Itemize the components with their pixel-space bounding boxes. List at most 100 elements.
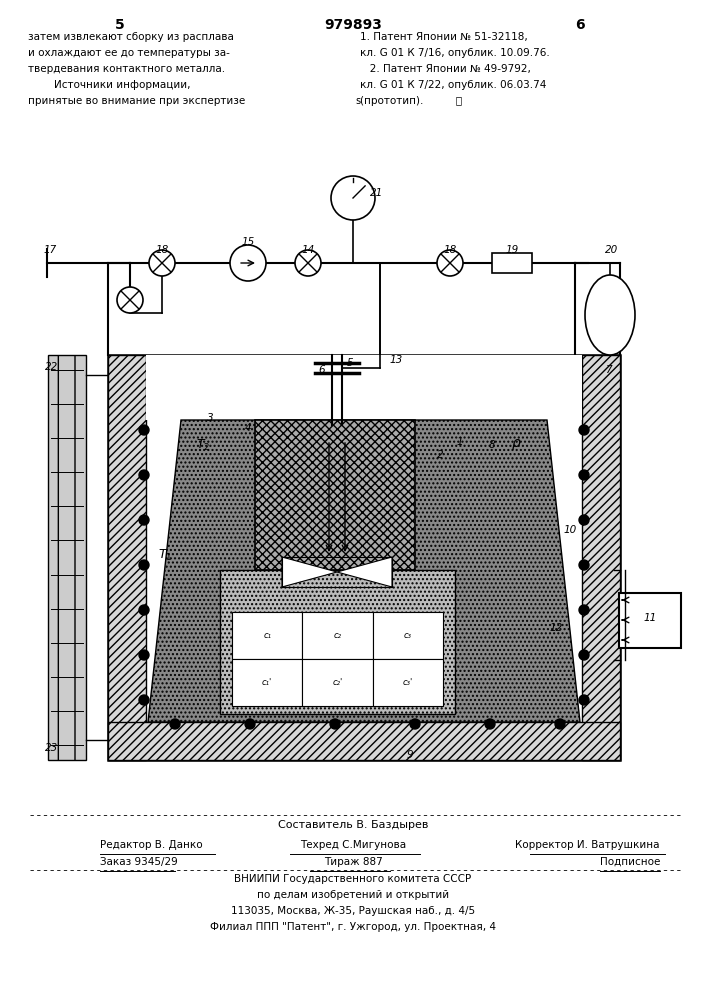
Text: 20: 20 <box>605 245 619 255</box>
Text: затем извлекают сборку из расплава: затем извлекают сборку из расплава <box>28 32 234 42</box>
Circle shape <box>330 719 340 729</box>
Text: $T_2$: $T_2$ <box>196 437 210 453</box>
Text: 6: 6 <box>319 365 325 375</box>
Circle shape <box>555 719 565 729</box>
Text: (прототип).          ˹: (прототип). ˹ <box>360 96 462 106</box>
Bar <box>303 659 373 706</box>
Circle shape <box>139 560 149 570</box>
Circle shape <box>295 250 321 276</box>
Text: 1: 1 <box>457 437 463 447</box>
Bar <box>582 355 620 760</box>
Circle shape <box>331 176 375 220</box>
Text: Техред С.Мигунова: Техред С.Мигунова <box>300 840 406 850</box>
Text: $T_1$: $T_1$ <box>158 547 173 563</box>
Text: 6: 6 <box>575 18 585 32</box>
Polygon shape <box>282 557 337 587</box>
Bar <box>373 659 443 706</box>
Text: 4: 4 <box>245 423 251 433</box>
Bar <box>619 592 681 648</box>
Text: c₁': c₁' <box>262 678 272 687</box>
Circle shape <box>117 287 143 313</box>
Text: Филиал ППП "Патент", г. Ужгород, ул. Проектная, 4: Филиал ППП "Патент", г. Ужгород, ул. Про… <box>210 922 496 932</box>
Text: 17: 17 <box>43 245 57 255</box>
Text: c₃': c₃' <box>403 678 413 687</box>
Circle shape <box>579 515 589 525</box>
Circle shape <box>485 719 495 729</box>
Text: 14: 14 <box>301 245 315 255</box>
Bar <box>255 420 415 570</box>
Text: и охлаждают ее до температуры за-: и охлаждают ее до температуры за- <box>28 48 230 58</box>
Bar <box>232 612 303 659</box>
Text: 113035, Москва, Ж-35, Раушская наб., д. 4/5: 113035, Москва, Ж-35, Раушская наб., д. … <box>231 906 475 916</box>
Text: c₂': c₂' <box>332 678 343 687</box>
Text: Составитель В. Баздырев: Составитель В. Баздырев <box>278 820 428 830</box>
Bar <box>373 612 443 659</box>
Bar <box>48 355 86 760</box>
Circle shape <box>579 560 589 570</box>
Circle shape <box>230 245 266 281</box>
Circle shape <box>410 719 420 729</box>
Text: Источники информации,: Источники информации, <box>28 80 190 90</box>
Text: 10: 10 <box>563 525 577 535</box>
Circle shape <box>139 695 149 705</box>
Text: $\rho$: $\rho$ <box>511 438 522 452</box>
Circle shape <box>579 425 589 435</box>
Circle shape <box>149 250 175 276</box>
Text: 11: 11 <box>643 613 657 623</box>
Bar <box>232 659 303 706</box>
Circle shape <box>139 605 149 615</box>
Text: кл. G 01 К 7/22, опублик. 06.03.74: кл. G 01 К 7/22, опублик. 06.03.74 <box>360 80 547 90</box>
Text: 23: 23 <box>45 743 59 753</box>
Text: принятые во внимание при экспертизе: принятые во внимание при экспертизе <box>28 96 245 106</box>
Text: 5: 5 <box>115 18 125 32</box>
Text: Заказ 9345/29: Заказ 9345/29 <box>100 857 177 867</box>
Text: по делам изобретений и открытий: по делам изобретений и открытий <box>257 890 449 900</box>
Circle shape <box>579 470 589 480</box>
Circle shape <box>170 719 180 729</box>
Text: 22: 22 <box>45 362 59 372</box>
Text: 15: 15 <box>241 237 255 247</box>
Text: 12: 12 <box>549 623 563 633</box>
Text: кл. G 01 К 7/16, опублик. 10.09.76.: кл. G 01 К 7/16, опублик. 10.09.76. <box>360 48 550 58</box>
Text: 2. Патент Японии № 49-9792,: 2. Патент Японии № 49-9792, <box>360 64 531 74</box>
Text: Редактор В. Данко: Редактор В. Данко <box>100 840 203 850</box>
Text: 18: 18 <box>156 245 169 255</box>
Bar <box>108 355 146 760</box>
Bar <box>492 253 532 273</box>
Circle shape <box>139 650 149 660</box>
Text: c₁: c₁ <box>263 631 271 640</box>
Text: 19: 19 <box>506 245 519 255</box>
Text: c₃: c₃ <box>404 631 412 640</box>
Bar <box>220 570 455 714</box>
Text: 18: 18 <box>443 245 457 255</box>
Text: s: s <box>355 96 360 106</box>
Text: Подписное: Подписное <box>600 857 660 867</box>
Text: ВНИИПИ Государственного комитета СССР: ВНИИПИ Государственного комитета СССР <box>235 874 472 884</box>
Circle shape <box>579 605 589 615</box>
Polygon shape <box>337 557 392 587</box>
Circle shape <box>139 425 149 435</box>
Text: 1. Патент Японии № 51-32118,: 1. Патент Японии № 51-32118, <box>360 32 527 42</box>
Circle shape <box>579 695 589 705</box>
Text: c₂: c₂ <box>334 631 341 640</box>
Text: 2: 2 <box>437 450 443 460</box>
Polygon shape <box>148 420 580 722</box>
Text: 13: 13 <box>390 355 402 365</box>
Text: 5: 5 <box>346 358 354 368</box>
Bar <box>108 722 620 760</box>
Ellipse shape <box>585 275 635 355</box>
Circle shape <box>139 515 149 525</box>
Text: 21: 21 <box>370 188 384 198</box>
Bar <box>146 355 582 420</box>
Circle shape <box>139 470 149 480</box>
Text: 8: 8 <box>489 440 496 450</box>
Text: Корректор И. Ватрушкина: Корректор И. Ватрушкина <box>515 840 660 850</box>
Text: 979893: 979893 <box>324 18 382 32</box>
Circle shape <box>245 719 255 729</box>
Bar <box>303 612 373 659</box>
Text: 7: 7 <box>604 365 612 375</box>
Circle shape <box>579 650 589 660</box>
Text: 9: 9 <box>407 750 414 760</box>
Text: Тираж 887: Тираж 887 <box>324 857 382 867</box>
Text: 3: 3 <box>206 413 214 423</box>
